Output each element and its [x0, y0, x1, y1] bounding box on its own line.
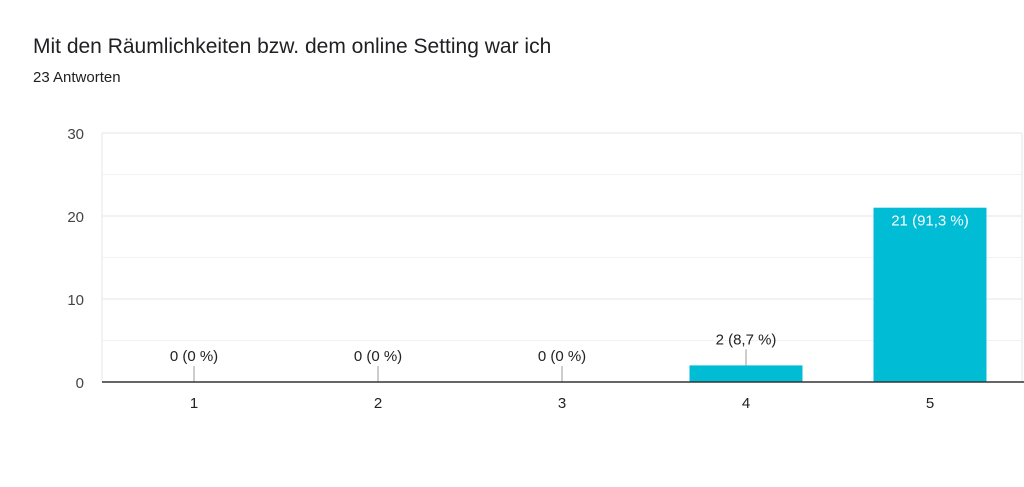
y-tick-label: 10 — [67, 292, 84, 309]
y-tick-label: 0 — [76, 375, 84, 392]
data-label: 0 (0 %) — [354, 348, 402, 365]
chart-title: Mit den Räumlichkeiten bzw. dem online S… — [33, 35, 552, 58]
x-tick-label: 5 — [926, 395, 934, 412]
x-tick-label: 4 — [742, 395, 750, 412]
x-tick-label: 1 — [190, 395, 198, 412]
bar — [873, 207, 987, 382]
data-label: 2 (8,7 %) — [716, 331, 777, 348]
x-tick-label: 2 — [374, 395, 382, 412]
y-tick-label: 30 — [67, 126, 84, 143]
data-label: 0 (0 %) — [170, 348, 218, 365]
response-count: 23 Antworten — [33, 69, 121, 86]
x-tick-label: 3 — [558, 395, 566, 412]
data-label: 0 (0 %) — [538, 348, 586, 365]
y-tick-label: 20 — [67, 209, 84, 226]
data-label: 21 (91,3 %) — [891, 213, 969, 230]
bar — [689, 365, 803, 382]
